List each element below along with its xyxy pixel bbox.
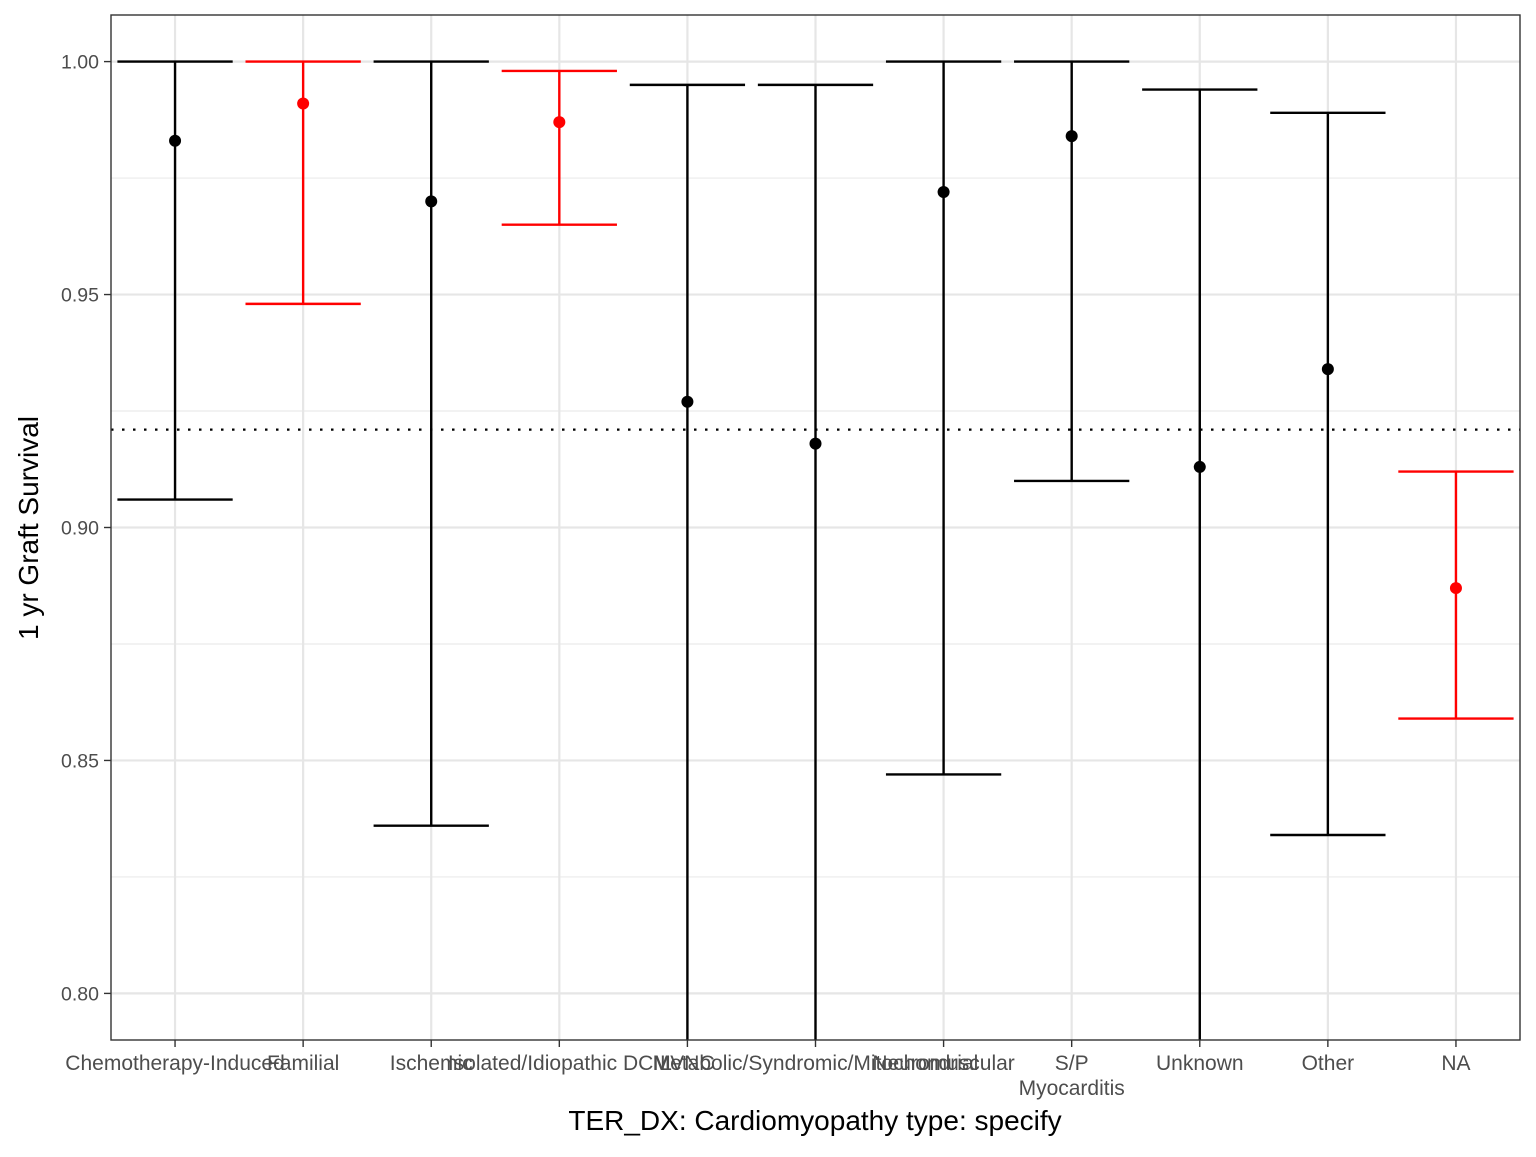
errorbar-group — [629, 83, 746, 1040]
x-tick-label: LVNC — [660, 1052, 714, 1075]
x-tick-label: S/P Myocarditis — [1019, 1052, 1125, 1100]
estimate-point — [809, 437, 822, 450]
errorbar-group — [1398, 470, 1514, 720]
x-tick-label-line: Familial — [267, 1052, 339, 1075]
errorbar-group — [501, 69, 617, 226]
estimate-point — [1065, 130, 1078, 143]
x-tick-label-line: Ischemic — [390, 1052, 473, 1075]
estimate-point — [425, 195, 438, 208]
errorbar-group — [373, 60, 489, 827]
estimate-point — [937, 186, 950, 199]
x-tick-label: NA — [1441, 1052, 1470, 1075]
x-tick-label: Isolated/Idiopathic DCM — [448, 1052, 671, 1075]
errorbar-group — [1142, 88, 1258, 1040]
errorbar-group — [1270, 111, 1386, 837]
errorbar-group — [757, 83, 874, 1040]
errorbar-group — [245, 60, 361, 306]
x-tick-label-line: NA — [1441, 1052, 1470, 1075]
y-tick-label: 0.85 — [61, 750, 99, 772]
errorbar-group — [885, 60, 1002, 776]
y-tick-label: 0.95 — [61, 285, 99, 307]
x-tick-label: Familial — [267, 1052, 339, 1075]
x-tick-label-line: Myocarditis — [1019, 1077, 1125, 1100]
errorbar-group — [117, 60, 233, 501]
y-axis-title: 1 yr Graft Survival — [13, 416, 44, 640]
x-tick-label: Chemotherapy-Induced — [65, 1052, 284, 1075]
estimate-point — [1449, 582, 1462, 595]
x-tick-label: Unknown — [1156, 1052, 1244, 1075]
x-tick-label-line: Neuromuscular — [872, 1052, 1014, 1075]
estimate-point — [169, 134, 182, 147]
estimate-point — [1193, 460, 1206, 473]
x-tick-label-line: LVNC — [660, 1052, 714, 1075]
marks-layer — [117, 60, 1514, 1040]
x-tick-label-line: Other — [1302, 1052, 1355, 1075]
estimate-point — [553, 116, 566, 129]
x-tick-label: Neuromuscular — [872, 1052, 1014, 1075]
estimate-point — [681, 395, 694, 408]
x-tick-label: Other — [1302, 1052, 1355, 1075]
y-tick-label: 1.00 — [61, 52, 99, 74]
x-tick-label: Metabolic/Syndromic/Mitochondrial — [653, 1052, 979, 1075]
x-tick-label-line: Unknown — [1156, 1052, 1244, 1075]
estimate-point — [297, 97, 310, 110]
x-tick-label-line: Isolated/Idiopathic DCM — [448, 1052, 671, 1075]
y-tick-label: 0.90 — [61, 518, 99, 540]
x-tick-label-line: Metabolic/Syndromic/Mitochondrial — [653, 1052, 979, 1075]
errorbar-group — [1014, 60, 1130, 483]
x-tick-label: Ischemic — [390, 1052, 473, 1075]
x-axis-title: TER_DX: Cardiomyopathy type: specify — [568, 1105, 1061, 1136]
x-tick-label-line: S/P — [1055, 1052, 1089, 1075]
estimate-point — [1321, 363, 1334, 376]
axis-layer: 0.80 0.85 0.90 0.95 1.00 Chemotherapy-Induced… — [61, 52, 1471, 1100]
x-tick-label-line: Chemotherapy-Induced — [65, 1052, 284, 1075]
y-tick-label: 0.80 — [61, 983, 99, 1005]
